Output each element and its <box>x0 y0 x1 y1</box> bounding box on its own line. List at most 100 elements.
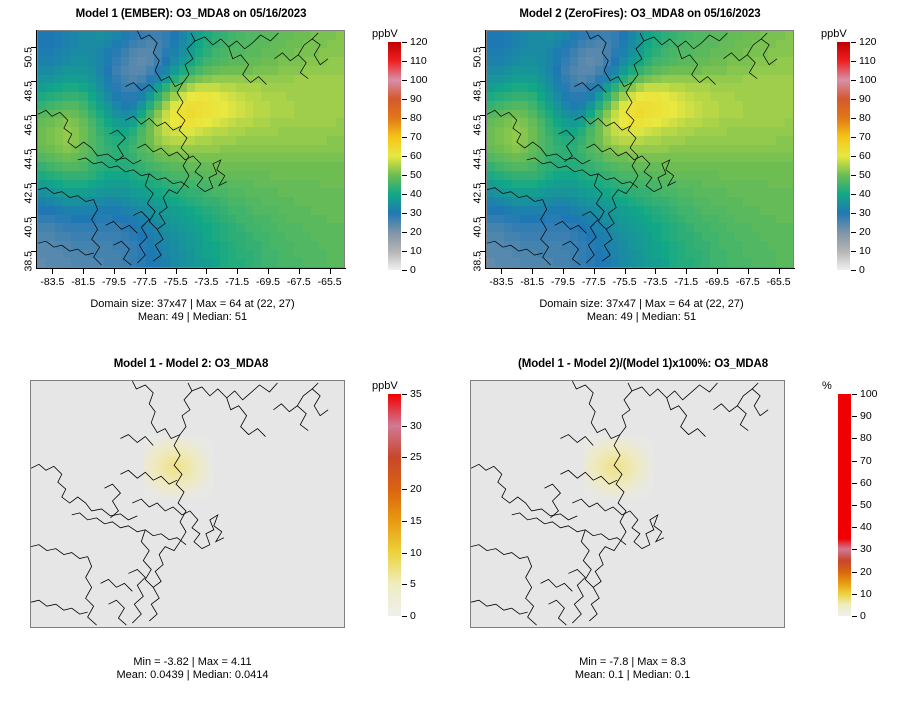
y-tick <box>480 115 485 116</box>
y-tick <box>31 115 36 116</box>
caption-top-right: Domain size: 37x47 | Max = 64 at (22, 27… <box>469 298 814 324</box>
colorbar-tick-label: 25 <box>410 451 422 464</box>
difference-raster-pct <box>471 381 784 627</box>
y-tick-label: 48.5 <box>471 81 483 102</box>
colorbar-unit-label-top-left: ppbV <box>372 28 398 40</box>
panel-title-bottom-left: Model 1 - Model 2: O3_MDA8 <box>113 358 269 370</box>
y-tick <box>31 217 36 218</box>
x-tick-label: -65.5 <box>317 276 342 288</box>
difference-hotspot <box>143 435 213 500</box>
colorbar-tick-label: 10 <box>410 245 422 257</box>
difference-hotspot <box>583 435 653 500</box>
colorbar-tick-label: 60 <box>859 150 871 162</box>
colorbar-tick <box>402 425 407 427</box>
map-plot-bottom-left[interactable] <box>30 380 345 628</box>
x-tick-label: -67.5 <box>286 276 311 288</box>
y-tick <box>31 183 36 184</box>
colorbar-tick <box>851 137 856 138</box>
x-tick-label: -83.5 <box>489 276 514 288</box>
map-plot-bottom-right[interactable] <box>470 380 785 628</box>
x-tick-label: -77.5 <box>132 276 157 288</box>
x-tick <box>175 269 177 274</box>
colorbar-tick-label: 60 <box>860 476 872 489</box>
colorbar-tick <box>402 118 407 119</box>
caption-line2-bottom-left: Mean: 0.0439 | Median: 0.0414 <box>116 669 269 681</box>
colorbar-tick-label: 35 <box>410 388 422 400</box>
colorbar-tick-label: 20 <box>859 226 871 238</box>
colorbar-unit-label-top-right: ppbV <box>821 28 847 40</box>
y-tick <box>480 47 485 48</box>
colorbar-tick <box>851 232 856 233</box>
colorbar-tick-label: 50 <box>860 499 872 511</box>
caption-line1-top-right: Domain size: 37x47 | Max = 64 at (22, 27… <box>539 298 744 310</box>
x-tick <box>593 269 595 274</box>
colorbar-tick <box>852 549 857 551</box>
y-tick-label: 44.5 <box>22 149 34 170</box>
x-tick-label: -69.5 <box>256 276 280 288</box>
colorbar-tick <box>851 194 856 195</box>
colorbar-tick <box>852 505 857 506</box>
ozone-raster-model2 <box>487 31 793 267</box>
colorbar-tick <box>402 584 407 586</box>
panel-title-top-right: Model 2 (ZeroFires): O3_MDA8 on 05/16/20… <box>519 8 761 20</box>
x-tick <box>114 269 115 274</box>
colorbar-tick-label: 5 <box>410 578 416 591</box>
x-tick <box>268 269 269 274</box>
caption-line2-bottom-right: Mean: 0.1 | Median: 0.1 <box>574 669 691 681</box>
colorbar-tick <box>852 416 857 418</box>
colorbar-tick-label: 90 <box>410 93 422 105</box>
panel-title-bottom-right: (Model 1 - Model 2)/(Model 1)x100%: O3_M… <box>517 358 769 370</box>
colorbar-tick <box>402 80 407 81</box>
x-tick <box>329 269 331 274</box>
map-plot-top-right[interactable] <box>486 30 794 268</box>
colorbar-unit-label-bottom-right: % <box>822 380 832 392</box>
colorbar-tick <box>402 42 407 43</box>
y-tick-label: 50.5 <box>22 47 34 68</box>
colorbar-top-left[interactable]: ppbV 0 10 20 30 40 50 60 70 80 90 100 110 120 <box>372 28 442 276</box>
x-tick-label: -83.5 <box>40 276 65 288</box>
colorbar-tick <box>852 460 857 462</box>
y-tick <box>480 149 485 150</box>
x-tick-label: -79.5 <box>102 276 126 288</box>
y-tick <box>480 217 485 218</box>
colorbar-tick <box>402 61 407 62</box>
colorbar-tick-label: 10 <box>859 245 871 257</box>
difference-raster-abs <box>31 381 344 627</box>
ozone-raster-model1 <box>38 31 344 267</box>
y-tick-label: 44.5 <box>471 149 483 170</box>
x-tick <box>206 269 208 274</box>
y-tick <box>480 81 485 82</box>
y-axis-top-right: 38.5 40.5 42.5 44.5 46.5 48.5 50.5 <box>449 30 485 271</box>
x-axis-top-left: -83.5 -81.5 -79.5 -77.5 -75.5 -73.5 -71.5 -69.5… <box>37 269 345 291</box>
colorbar-tick-label: 0 <box>860 610 866 622</box>
x-tick-label: -73.5 <box>194 276 219 288</box>
colorbar-tick <box>852 527 857 529</box>
x-tick-label: -65.5 <box>766 276 791 288</box>
colorbar-top-right[interactable]: ppbV 0 10 20 30 40 50 60 70 80 90 100 110 120 <box>821 28 891 276</box>
colorbar-bottom-left[interactable]: ppbV 0 5 10 15 20 25 30 35 <box>372 380 442 622</box>
x-tick <box>717 269 718 274</box>
colorbar-tick-label: 120 <box>859 36 877 48</box>
y-tick-label: 40.5 <box>471 217 483 238</box>
colorbar-tick <box>851 42 856 43</box>
colorbar-bottom-right[interactable]: % 0 10 20 30 40 50 60 70 80 90 100 <box>822 380 892 622</box>
y-tick-label: 46.5 <box>22 115 34 136</box>
x-tick <box>624 269 626 274</box>
colorbar-tick <box>851 213 856 214</box>
caption-line1-bottom-left: Min = -3.82 | Max = 4.11 <box>133 656 252 668</box>
colorbar-gradient <box>837 42 850 270</box>
caption-line2-top-right: Mean: 49 | Median: 51 <box>586 311 697 323</box>
colorbar-tick <box>852 571 857 573</box>
x-tick <box>144 269 146 274</box>
x-tick-label: -69.5 <box>705 276 729 288</box>
colorbar-tick <box>402 213 407 214</box>
colorbar-tick <box>852 438 857 440</box>
colorbar-tick-label: 70 <box>410 131 422 143</box>
x-tick <box>778 269 780 274</box>
caption-line2-top-left: Mean: 49 | Median: 51 <box>137 311 248 323</box>
colorbar-tick <box>402 457 407 459</box>
colorbar-tick <box>402 394 407 395</box>
x-axis-top-right: -83.5 -81.5 -79.5 -77.5 -75.5 -73.5 -71.5 -69.5… <box>486 269 794 291</box>
colorbar-tick <box>402 194 407 195</box>
map-plot-top-left[interactable] <box>37 30 345 268</box>
